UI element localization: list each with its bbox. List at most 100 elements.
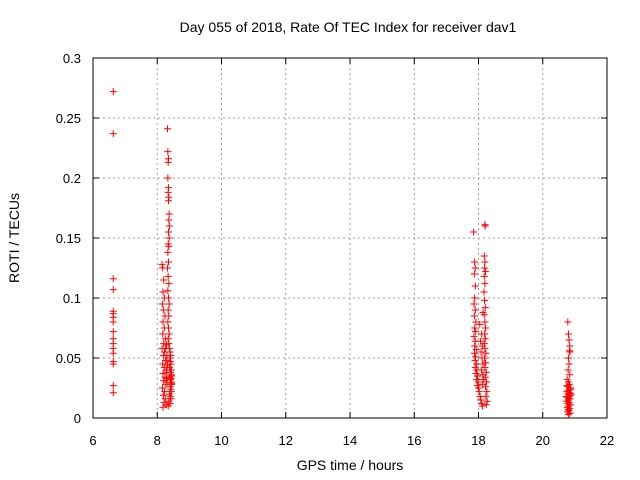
data-point <box>481 280 489 288</box>
data-point <box>480 272 488 280</box>
data-point <box>564 366 572 374</box>
data-point <box>167 366 175 374</box>
data-point <box>165 242 173 250</box>
data-point <box>482 368 490 376</box>
data-point <box>160 276 168 284</box>
x-tick-label: 8 <box>154 433 161 448</box>
data-point <box>165 222 173 230</box>
data-point <box>162 356 170 364</box>
data-point <box>164 272 172 280</box>
data-point <box>481 364 489 372</box>
data-point <box>566 409 574 417</box>
data-point <box>565 336 573 344</box>
data-point <box>164 197 172 205</box>
data-point <box>470 270 478 278</box>
data-point <box>164 258 172 266</box>
data-point <box>165 216 173 224</box>
data-point <box>481 296 489 304</box>
data-point <box>165 330 173 338</box>
data-point <box>470 312 478 320</box>
data-points <box>109 88 575 418</box>
data-point <box>481 258 489 266</box>
data-point <box>109 389 117 397</box>
data-point <box>483 388 491 396</box>
y-axis-label: ROTI / TECUs <box>6 193 22 283</box>
data-point <box>478 330 486 338</box>
data-point <box>471 264 479 272</box>
data-point <box>477 366 485 374</box>
data-point <box>159 360 167 368</box>
data-point <box>479 371 487 379</box>
data-point <box>167 360 175 368</box>
data-point <box>164 294 172 302</box>
data-point <box>478 354 486 362</box>
data-point <box>475 384 482 392</box>
x-tick-label: 14 <box>343 433 357 448</box>
data-point <box>564 354 572 362</box>
data-point <box>471 324 479 332</box>
x-tick-label: 20 <box>536 433 550 448</box>
data-point <box>473 360 481 368</box>
data-point <box>483 397 491 405</box>
data-point <box>478 402 486 410</box>
data-point <box>159 403 167 411</box>
data-point <box>565 347 573 355</box>
data-point <box>470 300 478 308</box>
y-tick-label: 0.3 <box>63 51 81 66</box>
data-point <box>471 356 479 364</box>
data-point <box>168 379 176 387</box>
x-tick-label: 16 <box>407 433 421 448</box>
data-point <box>164 318 172 326</box>
data-point <box>566 348 574 356</box>
data-point <box>164 248 172 256</box>
data-point <box>109 130 117 138</box>
data-point <box>470 228 478 236</box>
data-point <box>109 349 117 357</box>
y-tick-label: 0 <box>74 411 81 426</box>
data-point <box>482 392 490 400</box>
data-point <box>566 395 574 403</box>
x-tick-label: 22 <box>600 433 614 448</box>
data-point <box>164 402 172 410</box>
data-point <box>474 372 482 380</box>
data-point <box>158 260 166 268</box>
data-point <box>476 320 484 328</box>
data-point <box>159 330 167 338</box>
x-tick-labels: 6 8 10 12 14 16 18 20 22 <box>89 433 614 448</box>
data-point <box>481 304 489 312</box>
data-point <box>470 332 478 340</box>
data-point <box>164 188 172 196</box>
data-point <box>159 288 167 296</box>
data-point <box>165 312 173 320</box>
chart-title: Day 055 of 2018, Rate Of TEC Index for r… <box>180 19 517 35</box>
data-point <box>478 342 486 350</box>
data-point <box>109 328 117 336</box>
data-point <box>109 360 117 368</box>
data-point <box>164 148 172 156</box>
y-tick-label: 0.1 <box>63 291 81 306</box>
x-tick-label: 6 <box>89 433 96 448</box>
data-point <box>475 388 483 396</box>
data-point <box>472 318 480 326</box>
data-point <box>471 294 479 302</box>
data-point <box>162 344 170 352</box>
data-point <box>480 252 488 260</box>
data-point <box>482 349 490 357</box>
data-point <box>164 174 172 182</box>
data-point <box>158 300 166 308</box>
data-point <box>165 210 173 218</box>
data-point <box>164 361 172 369</box>
data-point <box>482 268 490 276</box>
data-point <box>481 335 489 343</box>
data-point <box>163 341 171 349</box>
x-tick-label: 10 <box>214 433 228 448</box>
data-point <box>161 388 169 396</box>
data-point <box>109 286 117 294</box>
data-point <box>164 287 172 295</box>
data-point <box>165 280 173 288</box>
data-point <box>481 318 489 326</box>
data-point <box>158 384 166 392</box>
data-point <box>470 349 478 357</box>
data-point <box>109 318 117 326</box>
data-point <box>109 382 117 390</box>
